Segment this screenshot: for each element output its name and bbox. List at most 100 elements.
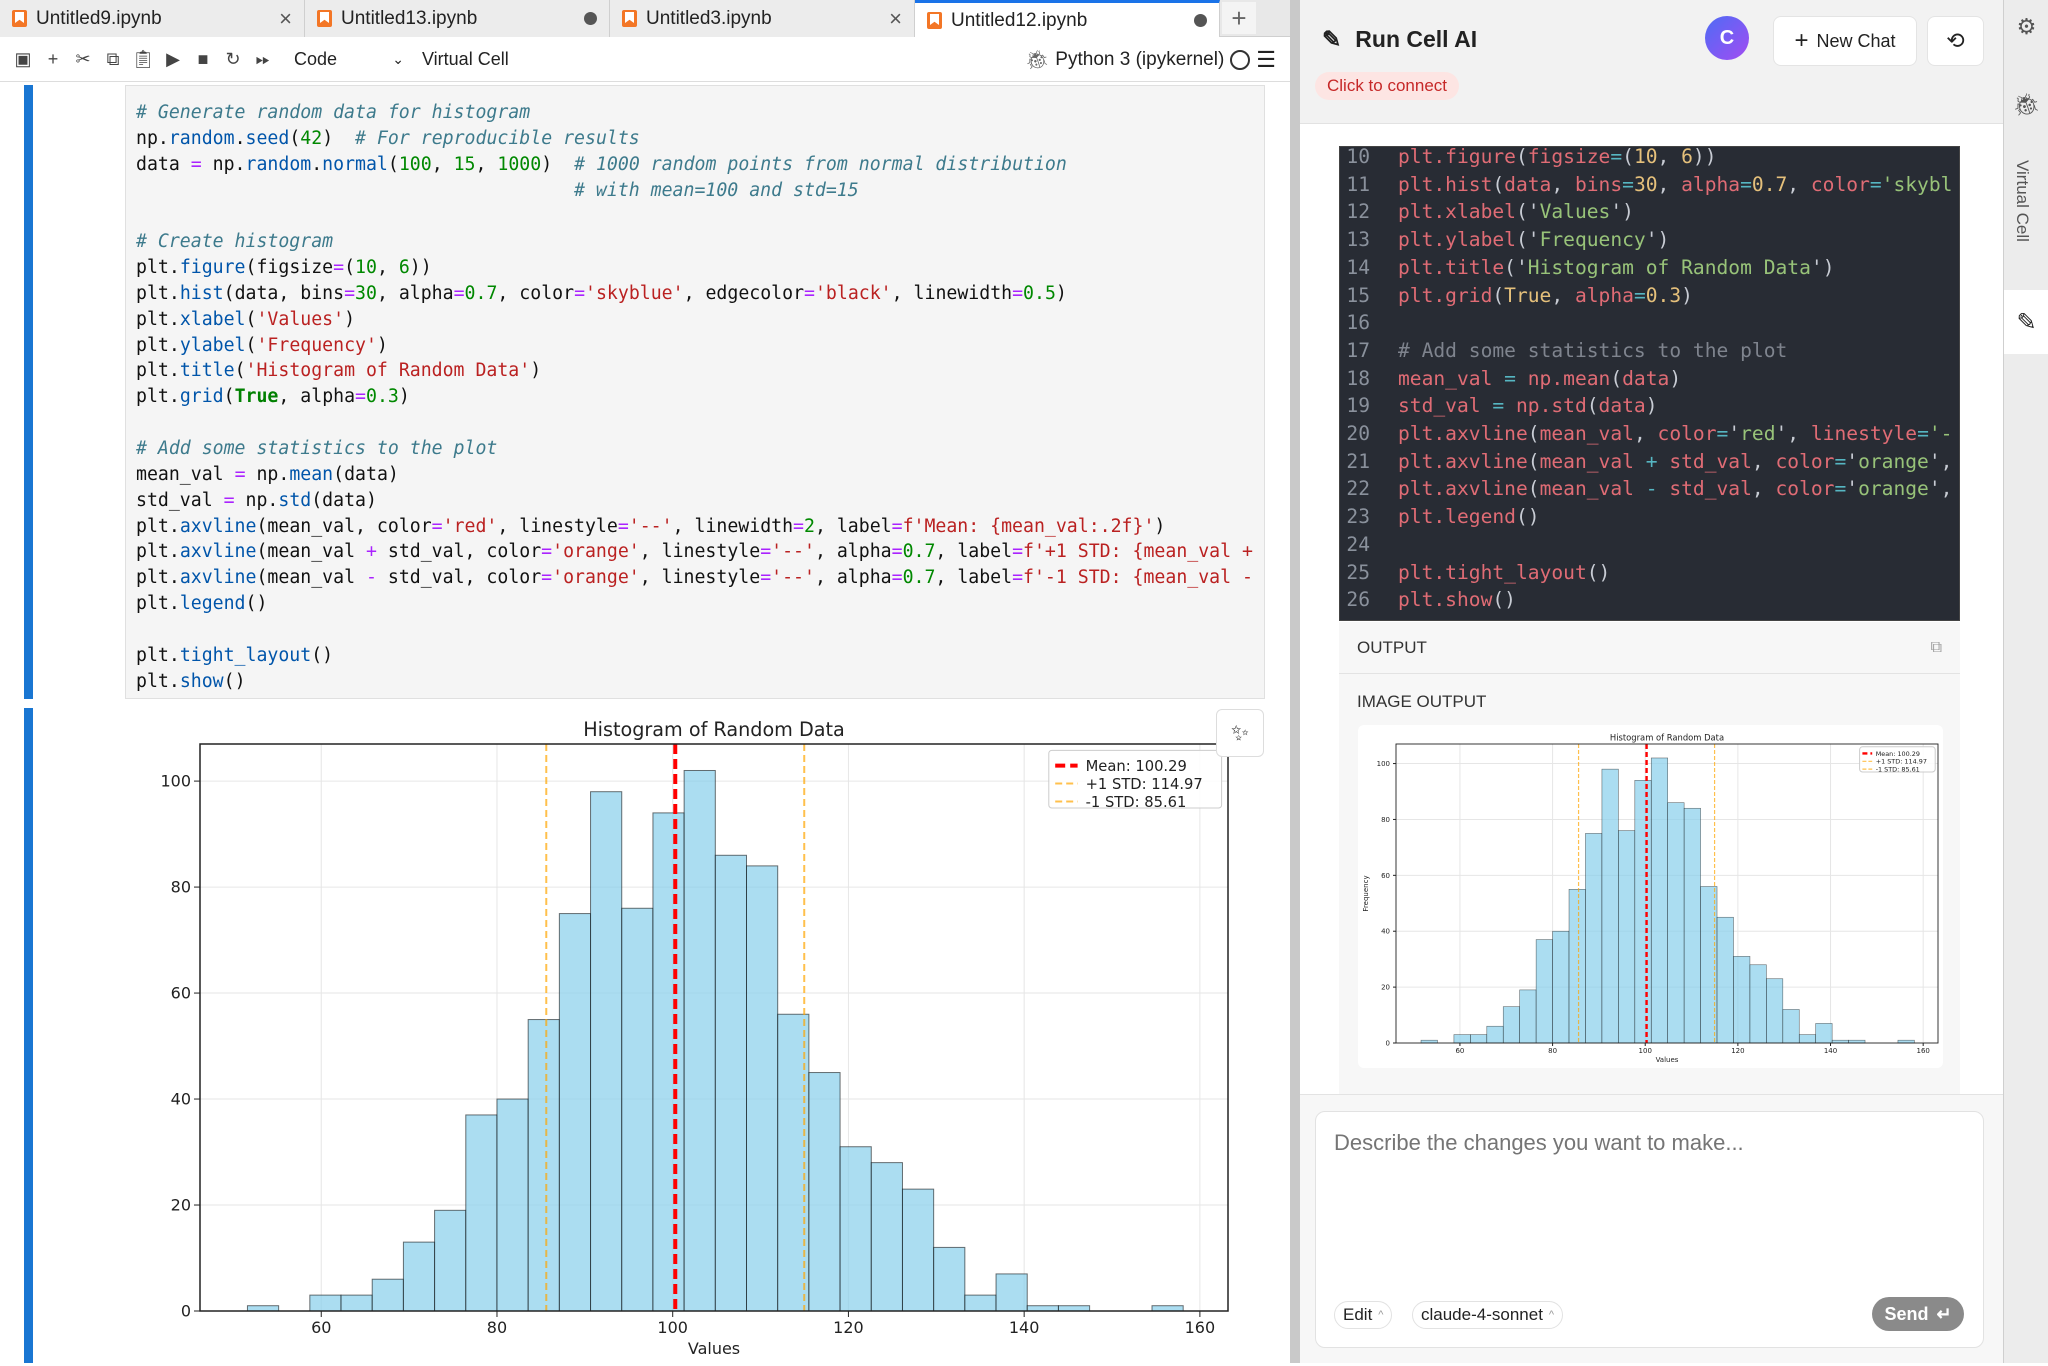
prompt-input[interactable] [1334, 1130, 1954, 1156]
x-tick-label: 100 [1639, 1047, 1652, 1055]
history-button[interactable]: ⟲ [1927, 16, 1984, 66]
histogram-bar [527, 1019, 560, 1312]
histogram-bar [1667, 802, 1685, 1044]
legend-label: Mean: 100.29 [1086, 758, 1187, 775]
histogram-bar [1552, 930, 1570, 1044]
code-line: 23 plt.legend() [1340, 503, 1952, 531]
avatar[interactable]: C [1705, 16, 1749, 60]
tab-untitled9[interactable]: Untitled9.ipynb × [0, 0, 305, 37]
histogram-bar [1026, 1305, 1059, 1312]
histogram-bar [933, 1246, 966, 1312]
histogram-bar [465, 1114, 498, 1312]
code-cell-editor[interactable]: # Generate random data for histogram np.r… [125, 85, 1265, 699]
mode-select[interactable]: Edit ^ [1334, 1301, 1393, 1329]
histogram-bar [371, 1278, 404, 1312]
legend-label: -1 STD: 85.61 [1086, 794, 1187, 811]
histogram-bar [1798, 1034, 1817, 1044]
send-button[interactable]: Send ↵ [1872, 1297, 1964, 1331]
new-tab-button[interactable]: + [1222, 2, 1256, 34]
connect-badge[interactable]: Click to connect [1315, 72, 1459, 100]
sidebar-tab-run-cell-ai[interactable]: ✎ [2004, 290, 2048, 354]
tab-bar: Untitled9.ipynb × Untitled13.ipynb Untitl… [0, 0, 1290, 38]
code-line: 12 plt.xlabel('Values') [1340, 198, 1952, 226]
sidebar-tab-virtual-cell[interactable]: Virtual Cell [2013, 160, 2032, 242]
code-line: mean_val = np.mean(data) [136, 463, 399, 485]
run-all-icon[interactable]: ⏩︎ [255, 48, 271, 69]
code-line: 17 # Add some statistics to the plot [1340, 337, 1952, 365]
image-output-section: IMAGE OUTPUT 60 80 100 120 140 160 0 20 40 60 80 10… [1339, 674, 1960, 1094]
code-line [136, 617, 1253, 643]
line-number: 17 [1346, 338, 1370, 362]
histogram-bar [964, 1294, 997, 1312]
line-number: 15 [1346, 283, 1370, 307]
history-icon: ⟲ [1946, 28, 1965, 53]
ai-sparkle-button[interactable]: ✨︎ [1216, 709, 1264, 757]
run-icon[interactable]: ▶ [166, 48, 180, 69]
line-number: 26 [1346, 588, 1370, 612]
histogram-bar [402, 1241, 436, 1312]
restart-icon[interactable]: ↻ [225, 48, 241, 69]
y-axis-label: Frequency [1362, 875, 1370, 911]
histogram-thumbnail-chart: 60 80 100 120 140 160 0 20 40 60 80 100 Histogram of… [1362, 733, 1939, 1064]
code-line: 25 plt.tight_layout() [1340, 559, 1952, 587]
add-cell-icon[interactable]: + [47, 48, 59, 69]
unsaved-dot-icon[interactable] [584, 12, 597, 25]
tab-untitled13[interactable]: Untitled13.ipynb [305, 0, 610, 37]
kernel-status[interactable]: 🐞︎ Python 3 (ipykernel) ☰ [1025, 46, 1276, 72]
line-number: 14 [1346, 255, 1370, 279]
histogram-bar [434, 1209, 467, 1312]
gears-icon[interactable]: ⚙ [2016, 14, 2037, 39]
cell-type-select[interactable]: Code ⌄ [294, 48, 404, 69]
histogram-bar [1815, 1023, 1833, 1044]
divider [1300, 1094, 2003, 1095]
stop-icon[interactable]: ■ [197, 48, 209, 69]
histogram-bar [1618, 830, 1636, 1044]
code-preview: 10 plt.figure(figsize=(10, 6)) 11 plt.hist(… [1339, 146, 1960, 621]
code-line: # with mean=100 and std=15 [574, 179, 859, 201]
output-collapser[interactable] [24, 708, 33, 1363]
histogram-bar [1486, 1025, 1504, 1044]
code-line: plt.axvline(mean_val, color='red', lines… [136, 515, 1166, 537]
copy-icon[interactable]: ⧉ [1930, 638, 1942, 656]
x-tick-label: 60 [1455, 1047, 1464, 1055]
histogram-bar [1568, 889, 1586, 1044]
legend-box [1048, 749, 1223, 809]
copy-icon[interactable]: ⧉ [106, 48, 120, 69]
code-line: plt.tight_layout() [136, 644, 334, 666]
legend-label: Mean: 100.29 [1876, 750, 1920, 758]
bug-icon[interactable]: 🐞︎ [2012, 92, 2041, 117]
bug-icon[interactable]: 🐞︎ [1025, 49, 1050, 71]
cut-icon[interactable]: ✂ [75, 48, 91, 69]
close-tab-icon[interactable]: × [279, 5, 292, 31]
menu-icon[interactable]: ☰ [1256, 46, 1276, 72]
code-line: # Create histogram [136, 231, 334, 253]
virtual-cell-button[interactable]: Virtual Cell [422, 48, 509, 69]
x-axis-label: Values [1656, 1056, 1679, 1064]
line-number: 21 [1346, 449, 1370, 473]
cell-output-chart: 60 80 100 120 140 160 0 20 40 60 80 100 Histogram of… [98, 705, 1265, 1361]
line-number: 19 [1346, 394, 1370, 418]
code-line: plt.title('Histogram of Random Data') [136, 360, 542, 382]
histogram-bar [1453, 1034, 1471, 1044]
histogram-bar [496, 1098, 529, 1312]
unsaved-dot-icon[interactable] [1194, 14, 1207, 27]
kernel-idle-circle-icon [1230, 49, 1251, 70]
paste-icon[interactable]: 📋︎ [131, 48, 155, 69]
histogram-bar [1749, 964, 1767, 1044]
code-line: 15 plt.grid(True, alpha=0.3) [1340, 282, 1952, 310]
code-line: 14 plt.title('Histogram of Random Data') [1340, 254, 1952, 282]
code-line: plt.hist(data, bins=30, alpha=0.7, color… [136, 282, 1067, 304]
histogram-bar [1601, 768, 1619, 1044]
tab-untitled3[interactable]: Untitled3.ipynb × [610, 0, 915, 37]
cell-collapser[interactable] [24, 85, 33, 699]
tab-untitled12[interactable]: Untitled12.ipynb [915, 0, 1220, 38]
close-tab-icon[interactable]: × [889, 5, 902, 31]
panel-splitter[interactable] [1290, 0, 1300, 1363]
x-tick-label: 80 [487, 1318, 507, 1337]
histogram-bar [1634, 780, 1652, 1044]
new-chat-button[interactable]: + New Chat [1773, 16, 1917, 66]
model-select[interactable]: claude-4-sonnet ^ [1412, 1301, 1564, 1329]
save-icon[interactable]: ▣ [14, 48, 32, 69]
axes-frame [1395, 743, 1939, 1044]
histogram-bar [808, 1072, 841, 1312]
